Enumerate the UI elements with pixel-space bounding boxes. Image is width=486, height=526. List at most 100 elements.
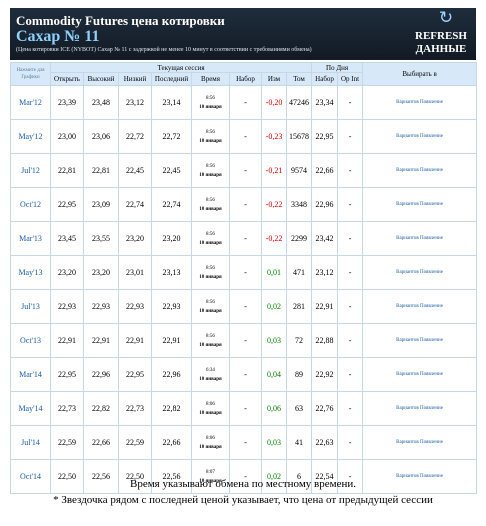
time-value: 8:56: [206, 197, 215, 203]
quotes-body: Mar'12 23,39 23,48 23,12 23,14 8:56 10 января -…: [10, 85, 478, 494]
change-cell: 0,02: [261, 289, 287, 324]
prior-set-cell: 22,54: [311, 459, 339, 494]
set-cell: -: [229, 85, 262, 120]
table-row: Oct'13 22,91 22,91 22,91 22,91 8:56 10 января -…: [10, 323, 478, 358]
open-interest-cell: -: [337, 153, 364, 188]
options-link[interactable]: Вариантов Появление: [362, 153, 478, 188]
open-interest-cell: -: [337, 119, 364, 154]
open-interest-cell: -: [337, 85, 364, 120]
last-cell: 22,91: [151, 323, 192, 358]
last-cell: 22,72: [151, 119, 192, 154]
table-row: Mar'13 23,45 23,55 23,20 23,20 8:56 10 января -…: [10, 221, 478, 256]
change-cell: 0,01: [261, 255, 287, 290]
high-cell: 23,55: [83, 221, 119, 256]
set-cell: -: [229, 153, 262, 188]
table-row: May'13 23,20 23,20 23,01 23,13 8:56 10 января -…: [10, 255, 478, 290]
options-link[interactable]: Вариантов Появление: [362, 357, 478, 392]
time-value: 8:07: [206, 469, 215, 475]
time-cell: 8:56 10 января: [191, 255, 230, 290]
open-interest-cell: -: [337, 187, 364, 222]
contract-chart-link[interactable]: Oct'13: [10, 323, 51, 358]
prior-set-cell: 22,76: [311, 391, 339, 426]
time-value: 8:06: [206, 435, 215, 441]
options-link[interactable]: Вариантов Появление: [362, 255, 478, 290]
contract-chart-link[interactable]: Mar'13: [10, 221, 51, 256]
options-link[interactable]: Вариантов Появление: [362, 425, 478, 460]
high-cell: 23,09: [83, 187, 119, 222]
high-cell: 22,81: [83, 153, 119, 188]
change-cell: -0,21: [261, 153, 287, 188]
date-value: 10 января: [199, 376, 222, 382]
high-cell: 23,06: [83, 119, 119, 154]
volume-cell: 3348: [285, 187, 313, 222]
chart-column-header: Нажмите для Графики: [10, 62, 51, 86]
contract-chart-link[interactable]: May'14: [10, 391, 51, 426]
table-row: Jul'13 22,93 22,93 22,93 22,93 8:56 10 января -…: [10, 289, 478, 324]
table-row: Mar'14 22,95 22,96 22,95 22,96 6:34 10 января -…: [10, 357, 478, 392]
time-cell: 8:06 10 января: [191, 425, 230, 460]
options-link[interactable]: Вариантов Появление: [362, 391, 478, 426]
col-set: Набор: [229, 72, 262, 86]
last-cell: 22,74: [151, 187, 192, 222]
open-interest-cell: -: [337, 255, 364, 290]
table-row: Jul'14 22,59 22,66 22,59 22,66 8:06 10 января -…: [10, 425, 478, 460]
date-value: 10 января: [199, 138, 222, 144]
contract-chart-link[interactable]: Mar'14: [10, 357, 51, 392]
open-interest-cell: -: [337, 289, 364, 324]
contract-chart-link[interactable]: May'13: [10, 255, 51, 290]
prior-day-header: По Дня: [311, 62, 364, 73]
volume-cell: 47246: [285, 85, 313, 120]
high-cell: 22,93: [83, 289, 119, 324]
volume-cell: 471: [285, 255, 313, 290]
date-value: 10 января: [199, 308, 222, 314]
volume-cell: 6: [285, 459, 313, 494]
set-cell: -: [229, 187, 262, 222]
table-row: Jul'12 22,81 22,81 22,45 22,45 8:56 10 января -…: [10, 153, 478, 188]
contract-chart-link[interactable]: Oct'14: [10, 459, 51, 494]
contract-chart-link[interactable]: May'12: [10, 119, 51, 154]
high-cell: 22,91: [83, 323, 119, 358]
options-link[interactable]: Вариантов Появление: [362, 459, 478, 494]
time-cell: 8:56 10 января: [191, 153, 230, 188]
change-cell: 0,06: [261, 391, 287, 426]
prior-set-cell: 22,91: [311, 289, 339, 324]
contract-chart-link[interactable]: Jul'12: [10, 153, 51, 188]
change-cell: -0,22: [261, 187, 287, 222]
time-cell: 6:34 10 января: [191, 357, 230, 392]
prior-set-cell: 22,63: [311, 425, 339, 460]
refresh-label-line1[interactable]: REFRESH: [415, 30, 467, 42]
last-cell: 22,82: [151, 391, 192, 426]
options-link[interactable]: Вариантов Появление: [362, 221, 478, 256]
date-value: 10 января: [199, 240, 222, 246]
open-interest-cell: -: [337, 323, 364, 358]
options-link[interactable]: Вариантов Появление: [362, 187, 478, 222]
high-cell: 22,82: [83, 391, 119, 426]
options-link[interactable]: Вариантов Появление: [362, 85, 478, 120]
refresh-button[interactable]: REFRESH ДАННЫЕ: [412, 30, 470, 56]
open-cell: 22,81: [50, 153, 84, 188]
options-link[interactable]: Вариантов Появление: [362, 289, 478, 324]
volume-cell: 9574: [285, 153, 313, 188]
open-cell: 22,93: [50, 289, 84, 324]
high-cell: 23,48: [83, 85, 119, 120]
contract-chart-link[interactable]: Jul'13: [10, 289, 51, 324]
open-cell: 22,73: [50, 391, 84, 426]
high-cell: 23,20: [83, 255, 119, 290]
options-link[interactable]: Вариантов Появление: [362, 323, 478, 358]
open-cell: 22,95: [50, 357, 84, 392]
options-link[interactable]: Вариантов Появление: [362, 119, 478, 154]
contract-chart-link[interactable]: Jul'14: [10, 425, 51, 460]
set-cell: -: [229, 221, 262, 256]
last-cell: 23,20: [151, 221, 192, 256]
contract-chart-link[interactable]: Oct'12: [10, 187, 51, 222]
time-value: 8:56: [206, 299, 215, 305]
low-cell: 22,59: [118, 425, 152, 460]
prior-set-cell: 22,66: [311, 153, 339, 188]
refresh-label-line2[interactable]: ДАННЫЕ: [415, 43, 467, 55]
open-cell: 23,39: [50, 85, 84, 120]
refresh-icon[interactable]: ↻: [438, 8, 454, 28]
set-cell: -: [229, 425, 262, 460]
col-change: Изм: [261, 72, 287, 86]
contract-chart-link[interactable]: Mar'12: [10, 85, 51, 120]
footer-time-note: Время указывают обмена по местному време…: [130, 478, 356, 490]
